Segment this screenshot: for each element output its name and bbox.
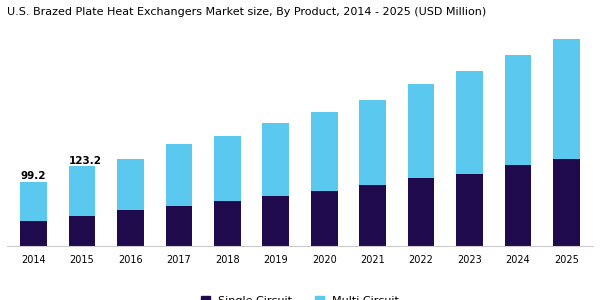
Bar [311,191,338,246]
Bar [359,184,386,246]
Bar [553,159,580,246]
Bar [262,196,289,246]
Text: 123.2: 123.2 [68,156,101,166]
Bar [359,100,386,184]
Bar [20,221,47,246]
Bar [505,55,531,165]
Bar [505,165,531,246]
Text: U.S. Brazed Plate Heat Exchangers Market size, By Product, 2014 - 2025 (USD Mill: U.S. Brazed Plate Heat Exchangers Market… [7,7,486,17]
Bar [69,216,95,246]
Bar [214,201,241,246]
Bar [456,173,483,246]
Text: 99.2: 99.2 [20,171,46,181]
Bar [311,112,338,191]
Bar [456,71,483,173]
Bar [166,206,192,246]
Bar [117,210,144,246]
Bar [408,84,434,178]
Bar [214,136,241,201]
Legend: Single Circuit, Multi Circuit: Single Circuit, Multi Circuit [196,291,404,300]
Bar [20,182,47,221]
Bar [553,39,580,159]
Bar [117,159,144,210]
Bar [262,123,289,196]
Bar [408,178,434,246]
Bar [69,166,95,216]
Bar [166,144,192,206]
